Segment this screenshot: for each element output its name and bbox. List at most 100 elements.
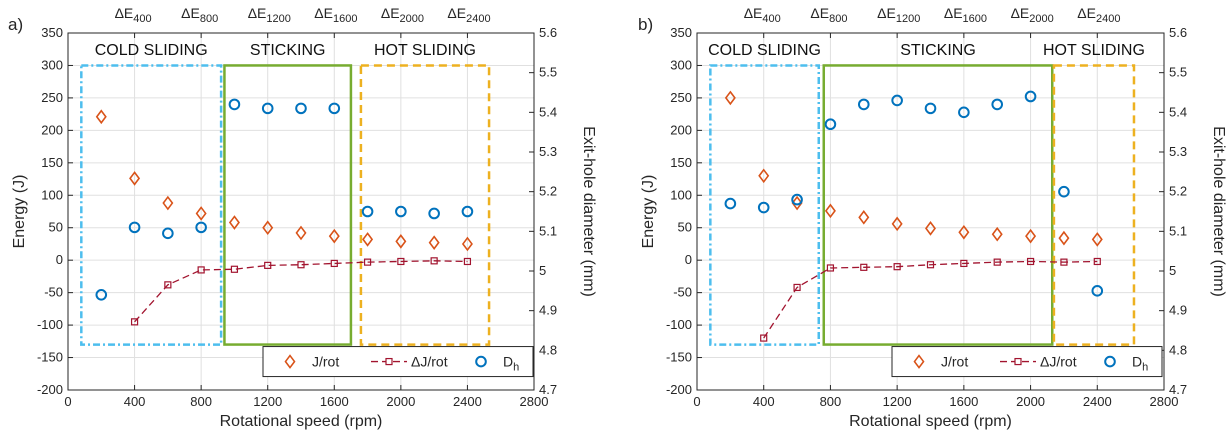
y-left-tick-label: -50: [673, 285, 692, 300]
point-marker: [228, 98, 241, 111]
legend-marker-deltaj: [1014, 357, 1022, 366]
x-tick-label: 2800: [1150, 394, 1179, 409]
top-delta-label-sub: 1200: [896, 13, 920, 25]
point-marker: [1025, 228, 1037, 244]
y-left-axis-label: Energy (J): [11, 175, 28, 249]
y-left-tick-label: -100: [37, 317, 63, 332]
point-marker: [461, 236, 473, 252]
point-marker: [95, 109, 107, 125]
point-marker: [328, 102, 341, 115]
top-delta-label-sub: 2000: [1029, 13, 1053, 25]
region-box-hot-sliding: [359, 64, 491, 346]
legend-label-dh: Dh: [1132, 354, 1148, 374]
point-marker: [893, 263, 901, 271]
point-marker: [295, 225, 307, 241]
top-delta-label: ΔE800: [181, 5, 218, 25]
y-left-tick-label: -100: [666, 317, 692, 332]
point-marker: [230, 265, 239, 273]
x-axis-label: Rotational speed (rpm): [220, 413, 383, 430]
point-marker: [361, 205, 374, 218]
y-right-axis-label: Exit-hole diameter (mm): [1210, 126, 1227, 297]
top-delta-label: ΔE2000: [381, 5, 424, 25]
y-left-tick-label: -200: [666, 382, 692, 397]
legend: J/rot ΔJ/rot Dh: [262, 346, 534, 378]
point-marker: [295, 102, 307, 115]
legend-label-dh-sub: h: [1142, 362, 1148, 374]
point-marker: [924, 102, 937, 115]
point-marker: [330, 259, 338, 268]
y-left-tick-label: 50: [678, 220, 692, 235]
top-delta-label: ΔE1200: [877, 5, 920, 25]
y-right-tick-label: 5.5: [1169, 65, 1187, 80]
y-right-tick-label: 5.2: [539, 184, 557, 199]
point-marker: [1093, 257, 1101, 266]
point-marker: [858, 210, 870, 225]
y-right-tick-label: 5: [539, 263, 546, 278]
y-left-tick-label: 200: [41, 122, 63, 137]
point-marker: [1091, 232, 1103, 247]
y-left-tick-label: 150: [41, 155, 63, 170]
point-marker: [1058, 185, 1070, 198]
legend-marker-deltaj: [385, 357, 393, 366]
panel-b: 0 400 800 1200 1600 2000 2400 2800-200-150-100-…: [638, 5, 1227, 430]
top-delta-label-sub: 2400: [1096, 13, 1120, 25]
x-axis-label: Rotational speed (rpm): [849, 413, 1012, 430]
point-marker: [328, 228, 340, 244]
top-delta-label-sub: 800: [200, 13, 218, 25]
y-left-tick-label: 250: [41, 90, 63, 105]
top-delta-label: ΔE2400: [1077, 5, 1120, 25]
y-right-tick-label: 5.5: [539, 65, 557, 80]
series-0: [724, 90, 1103, 247]
point-marker: [1091, 285, 1104, 297]
point-marker: [958, 106, 970, 119]
series-0: [95, 109, 473, 252]
top-delta-label-base: ΔE: [944, 5, 963, 21]
top-delta-label-sub: 2400: [466, 13, 490, 25]
y-left-tick-label: 300: [41, 57, 63, 72]
region-box-sticking: [822, 64, 1054, 346]
legend-label-dh-sub: h: [513, 362, 519, 374]
point-marker: [395, 234, 407, 249]
y-right-tick-label: 4.8: [539, 342, 557, 357]
series-line: [763, 260, 1098, 339]
point-marker: [724, 90, 736, 106]
y-right-axis-label: Exit-hole diameter (mm): [580, 126, 597, 297]
top-delta-label-sub: 400: [762, 13, 780, 25]
point-marker: [960, 259, 968, 268]
y-left-tick-label: 0: [685, 252, 692, 267]
point-marker: [264, 261, 272, 269]
region-label: HOT SLIDING: [1043, 42, 1145, 59]
top-delta-label-sub: 800: [829, 13, 847, 25]
point-marker: [760, 334, 768, 342]
y-left-tick-label: -150: [666, 350, 692, 365]
point-marker: [791, 195, 803, 211]
point-marker: [395, 205, 407, 218]
legend-label-dh: Dh: [503, 354, 519, 374]
point-marker: [95, 289, 108, 301]
point-marker: [1024, 90, 1037, 103]
panel-label: b): [638, 15, 653, 34]
top-delta-label-base: ΔE: [181, 5, 200, 21]
y-left-tick-label: 150: [670, 155, 692, 170]
series-line: [134, 260, 468, 323]
y-right-tick-label: 4.8: [1169, 342, 1187, 357]
legend-marker-dh: [475, 355, 487, 368]
point-marker: [463, 257, 472, 266]
point-marker: [228, 215, 240, 230]
point-marker: [826, 264, 835, 272]
top-delta-label: ΔE400: [115, 5, 152, 25]
legend-label-dh-base: D: [1132, 354, 1142, 370]
y-left-tick-label: 350: [41, 25, 63, 40]
region-label: STICKING: [900, 42, 976, 59]
x-tick-label: 1200: [883, 394, 912, 409]
top-delta-label-sub: 1600: [333, 13, 357, 25]
point-marker: [791, 193, 803, 206]
top-delta-label: ΔE800: [810, 5, 847, 25]
top-delta-label-base: ΔE: [314, 5, 333, 21]
y-right-tick-label: 4.7: [539, 382, 557, 397]
x-tick-label: 2400: [453, 394, 482, 409]
point-marker: [362, 232, 374, 247]
x-tick-label: 0: [64, 394, 71, 409]
